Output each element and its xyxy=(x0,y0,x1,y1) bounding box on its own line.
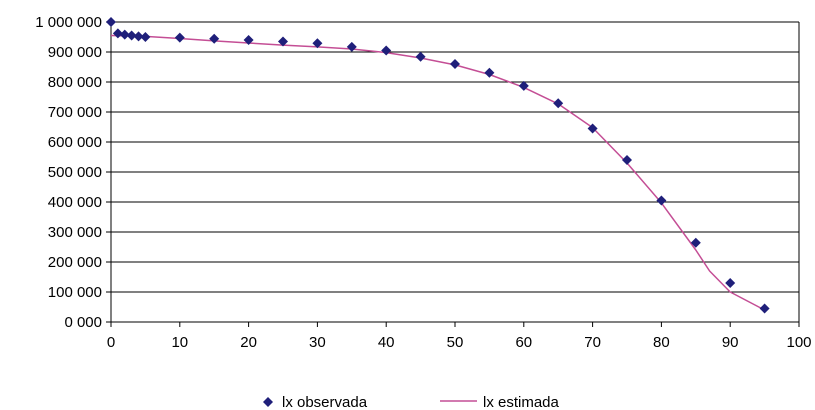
x-axis: 0 10 20 30 40 50 60 70 80 90 100 xyxy=(107,321,812,351)
line-lx-estimada xyxy=(110,34,765,311)
x-tick-label: 60 xyxy=(515,334,532,351)
grid-lines xyxy=(111,21,800,323)
point-lx-observada xyxy=(622,155,632,165)
point-lx-observada xyxy=(133,31,144,42)
y-tick-label: 1 000 000 xyxy=(35,14,102,31)
point-lx-observada xyxy=(690,237,701,248)
y-tick-label: 600 000 xyxy=(48,134,102,151)
point-lx-observada xyxy=(587,123,598,134)
legend: lx observada lx estimada xyxy=(263,394,560,410)
point-lx-observada xyxy=(656,195,667,206)
point-lx-observada xyxy=(209,33,220,44)
y-axis: 0 000 100 000 200 000 300 000 400 000 500 000… xyxy=(35,14,112,331)
x-tick-label: 10 xyxy=(171,334,188,351)
x-tick-label: 90 xyxy=(722,334,739,351)
point-lx-observada xyxy=(112,28,123,39)
y-tick-label: 100 000 xyxy=(48,284,102,301)
point-lx-observada xyxy=(140,32,151,42)
point-lx-observada xyxy=(484,67,495,78)
point-lx-observada xyxy=(312,38,323,49)
point-lx-observada xyxy=(759,303,770,314)
point-lx-observada xyxy=(126,30,137,41)
series-lx-observada xyxy=(106,17,770,314)
point-lx-observada xyxy=(106,17,116,27)
x-tick-label: 20 xyxy=(240,334,257,351)
x-tick-label: 70 xyxy=(584,334,601,351)
x-tick-label: 100 xyxy=(786,334,811,351)
point-lx-observada xyxy=(381,45,392,56)
legend-label-estimada: lx estimada xyxy=(483,394,560,410)
point-lx-observada xyxy=(518,80,529,91)
x-tick-label: 50 xyxy=(447,334,464,351)
point-lx-observada xyxy=(450,59,460,69)
x-tick-label: 0 xyxy=(107,334,115,351)
point-lx-observada xyxy=(553,98,564,109)
x-tick-label: 40 xyxy=(378,334,395,351)
y-tick-label: 300 000 xyxy=(48,224,102,241)
y-tick-label: 800 000 xyxy=(48,74,102,91)
x-tick-label: 80 xyxy=(653,334,670,351)
x-tick-label: 30 xyxy=(309,334,326,351)
y-tick-label: 700 000 xyxy=(48,104,102,121)
series-lx-estimada xyxy=(110,34,765,311)
y-tick-label: 200 000 xyxy=(48,254,102,271)
point-lx-observada xyxy=(346,41,357,52)
point-lx-observada xyxy=(278,36,288,47)
y-tick-label: 0 000 xyxy=(64,314,102,331)
y-tick-label: 400 000 xyxy=(48,194,102,211)
y-tick-label: 900 000 xyxy=(48,44,102,61)
point-lx-observada xyxy=(415,51,426,62)
legend-diamond-marker xyxy=(263,397,273,407)
point-lx-observada xyxy=(725,278,736,288)
point-lx-observada xyxy=(243,35,254,45)
legend-item-observada: lx observada xyxy=(263,394,368,410)
legend-label-observada: lx observada xyxy=(282,394,368,410)
legend-item-estimada: lx estimada xyxy=(440,394,560,410)
point-lx-observada xyxy=(174,32,185,43)
y-tick-label: 500 000 xyxy=(48,164,102,181)
point-lx-observada xyxy=(119,29,130,40)
